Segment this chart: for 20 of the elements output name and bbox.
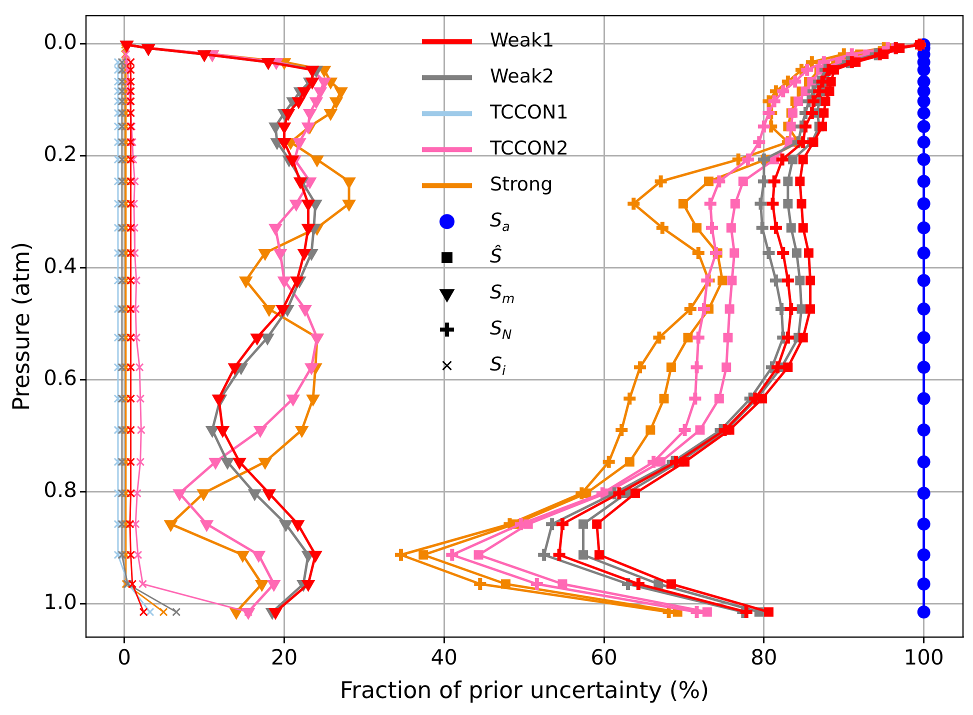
- y-tick-label: 0.2: [44, 142, 77, 166]
- y-tick-label: 0.8: [44, 478, 77, 502]
- legend-label: Strong: [490, 174, 553, 196]
- legend-label: Weak1: [490, 30, 554, 52]
- y-tick-label: 0.6: [44, 366, 77, 390]
- x-tick-label: 80: [750, 645, 778, 670]
- y-tick-label: 0.4: [44, 254, 77, 278]
- y-tick-label: 0.0: [44, 30, 77, 54]
- legend-label: TCCON2: [489, 138, 568, 160]
- y-axis-title: Pressure (atm): [8, 242, 35, 411]
- x-tick-label: 0: [118, 645, 132, 670]
- legend-label: Ŝ: [490, 244, 502, 268]
- x-tick-label: 20: [270, 645, 298, 670]
- legend-label: Weak2: [490, 66, 554, 88]
- x-tick-label: 60: [590, 645, 618, 670]
- y-tick-label: 1.0: [44, 590, 77, 614]
- legend-label: TCCON1: [489, 102, 568, 124]
- x-tick-label: 100: [904, 645, 944, 670]
- x-tick-label: 40: [430, 645, 458, 670]
- x-axis-title: Fraction of prior uncertainty (%): [340, 678, 710, 704]
